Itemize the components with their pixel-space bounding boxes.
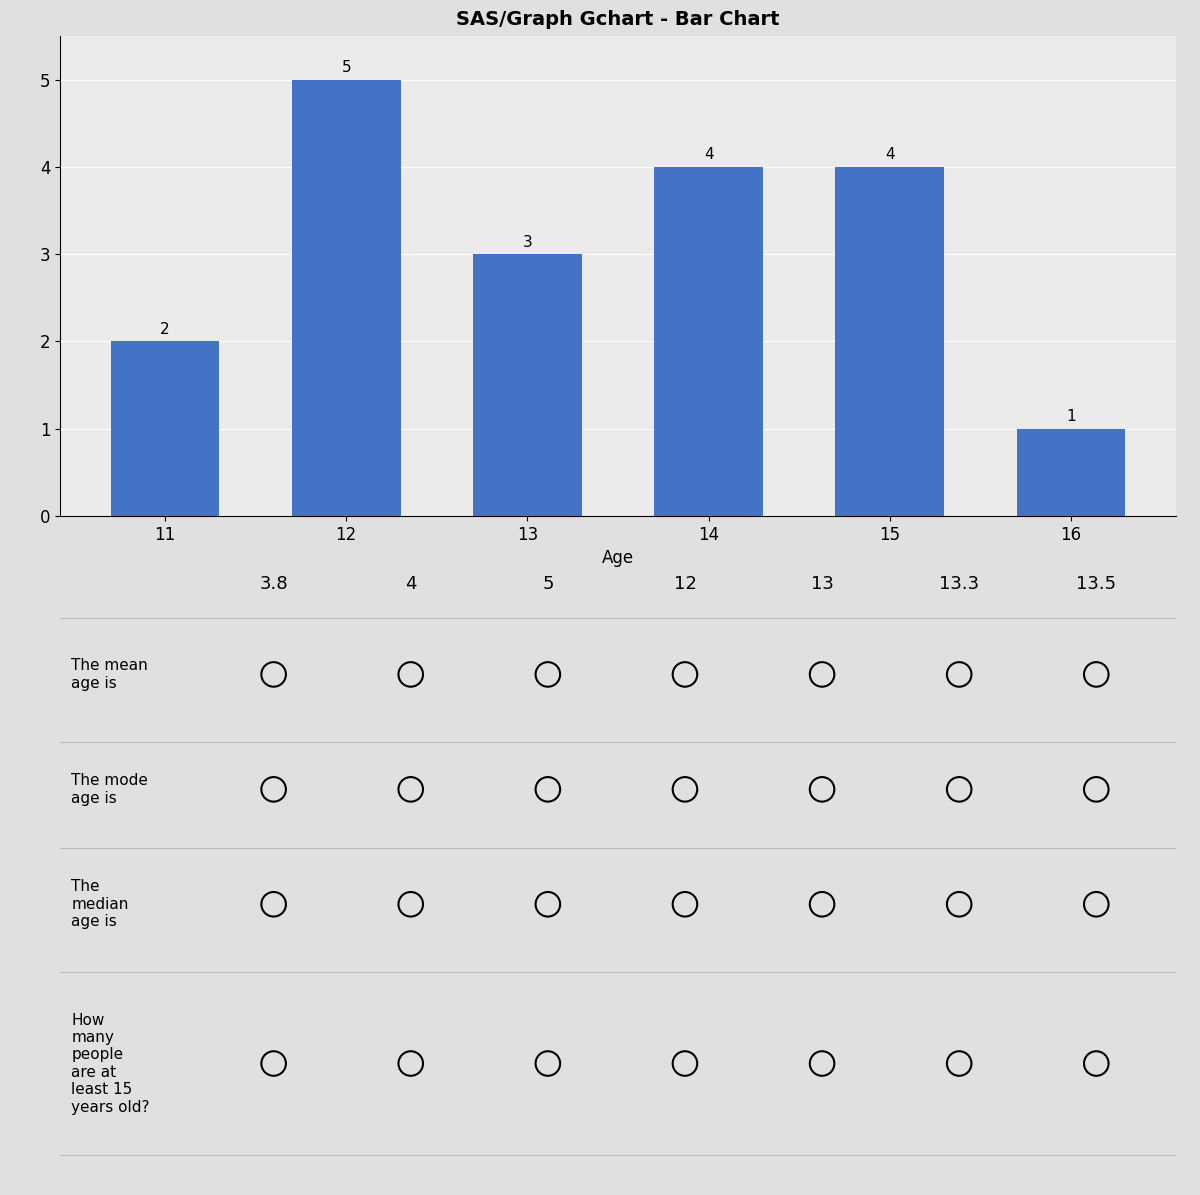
Text: 13.5: 13.5	[1076, 575, 1116, 593]
Bar	[292, 80, 401, 516]
Bar	[1016, 429, 1126, 516]
Text: 2: 2	[161, 323, 170, 337]
Bar	[654, 167, 763, 516]
Text: 3: 3	[522, 234, 533, 250]
Text: How
many
people
are at
least 15
years old?: How many people are at least 15 years ol…	[71, 1012, 150, 1115]
Bar	[473, 255, 582, 516]
X-axis label: Age: Age	[602, 550, 634, 568]
Text: 13: 13	[811, 575, 834, 593]
Bar	[110, 342, 220, 516]
Text: 5: 5	[542, 575, 553, 593]
Text: The mean
age is: The mean age is	[71, 658, 148, 691]
Text: The
median
age is: The median age is	[71, 880, 128, 930]
Text: 5: 5	[342, 60, 352, 75]
Text: The mode
age is: The mode age is	[71, 773, 148, 805]
Text: 3.8: 3.8	[259, 575, 288, 593]
Text: 4: 4	[703, 147, 713, 163]
Bar	[835, 167, 944, 516]
Text: 1: 1	[1066, 410, 1075, 424]
Text: 12: 12	[673, 575, 696, 593]
Text: 4: 4	[404, 575, 416, 593]
Title: SAS/Graph Gchart - Bar Chart: SAS/Graph Gchart - Bar Chart	[456, 10, 780, 29]
Text: 4: 4	[884, 147, 894, 163]
Text: 13.3: 13.3	[940, 575, 979, 593]
